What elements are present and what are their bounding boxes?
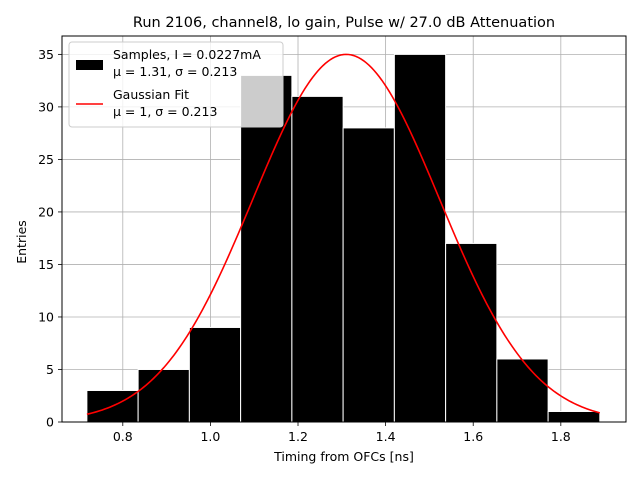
legend-samples-swatch xyxy=(76,60,103,70)
y-tick-label: 30 xyxy=(38,99,54,114)
legend-fit-label: Gaussian Fit xyxy=(113,87,189,102)
histogram-bar xyxy=(496,358,549,423)
y-tick-label: 5 xyxy=(46,362,54,377)
histogram-bars xyxy=(86,53,601,423)
legend-box xyxy=(68,41,284,128)
x-tick-label: 1.6 xyxy=(463,429,483,444)
gaussian-fit-line xyxy=(86,53,601,416)
x-tick-label: 1.4 xyxy=(376,429,396,444)
x-tick-label: 1.8 xyxy=(551,429,571,444)
y-axis-ticks: 0 5 10 15 20 25 30 35 xyxy=(38,47,62,430)
y-tick-label: 25 xyxy=(38,152,54,167)
y-tick-label: 20 xyxy=(38,204,54,219)
histogram-bar xyxy=(188,326,242,423)
x-tick-label: 0.8 xyxy=(113,429,133,444)
x-tick-label: 1.2 xyxy=(288,429,308,444)
y-tick-label: 15 xyxy=(38,257,54,272)
legend-fit-stats: μ = 1, σ = 0.213 xyxy=(113,104,217,119)
histogram-bar xyxy=(137,368,190,423)
legend-samples-label: Samples, I = 0.0227mA xyxy=(113,47,261,62)
chart-title: Run 2106, channel8, lo gain, Pulse w/ 27… xyxy=(133,15,555,31)
y-axis-label: Entries xyxy=(14,220,29,264)
histogram-bar xyxy=(291,95,344,423)
y-tick-label: 10 xyxy=(38,309,54,324)
legend-samples-stats: μ = 1.31, σ = 0.213 xyxy=(113,64,237,79)
x-axis-ticks: 0.8 1.0 1.2 1.4 1.6 1.8 xyxy=(113,422,571,444)
x-axis-label: Timing from OFCs [ns] xyxy=(273,449,414,464)
y-tick-label: 35 xyxy=(38,47,54,62)
y-tick-label: 0 xyxy=(46,415,54,430)
plot-frame xyxy=(61,35,627,423)
histogram-bar xyxy=(445,242,498,423)
x-tick-label: 1.0 xyxy=(200,429,220,444)
legend: Samples, I = 0.0227mA μ = 1.31, σ = 0.21… xyxy=(68,41,284,128)
histogram-bar xyxy=(547,410,601,423)
histogram-bar xyxy=(393,53,447,423)
histogram-bar xyxy=(342,127,395,423)
